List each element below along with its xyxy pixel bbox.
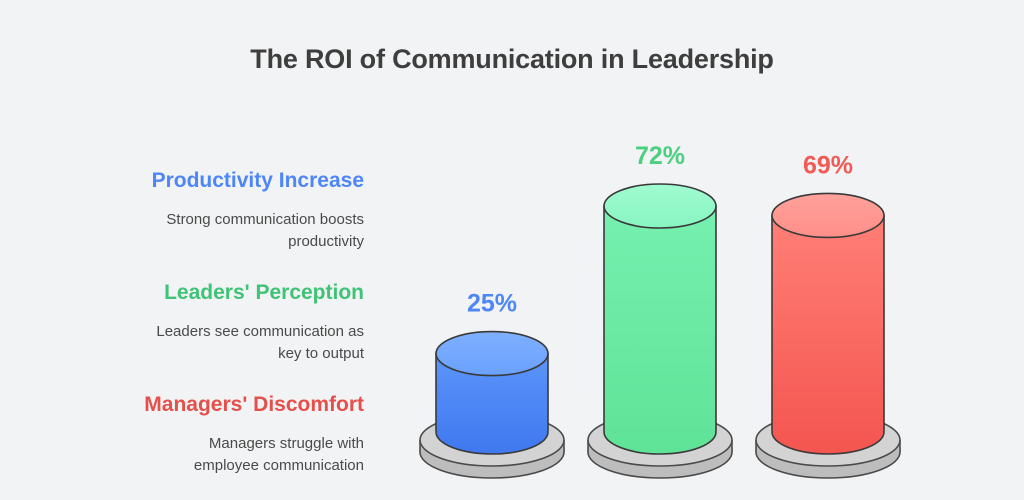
legend-description-line: key to output [278, 345, 364, 362]
legend-description-leaders: Leaders see communication as key to outp… [44, 321, 364, 365]
legend-description-productivity: Strong communication boosts productivity [44, 209, 364, 253]
legend-description-line: Managers struggle with [208, 435, 364, 452]
legend-label-managers: Managers' Discomfort [144, 393, 364, 416]
bar-managers: 69% [755, 151, 901, 479]
legend-description-line: employee communication [193, 457, 364, 474]
legend-label-leaders: Leaders' Perception [164, 281, 364, 304]
legend-description-line: Strong communication boosts [166, 211, 364, 228]
legend-item-leaders: Leaders' Perception Leaders see communic… [44, 280, 364, 365]
bars-layer: 25% 72% 69% [419, 142, 901, 479]
legend-description-line: productivity [288, 233, 364, 250]
legend-description-line: Leaders see communication as [156, 323, 364, 340]
data-label-productivity: 25% [467, 290, 517, 318]
bar-leaders: 72% [587, 142, 733, 479]
bar-top [771, 192, 885, 239]
bar-productivity: 25% [419, 290, 565, 479]
chart-title: The ROI of Communication in Leadership [250, 44, 774, 74]
legend-item-managers: Managers' Discomfort Managers struggle w… [44, 392, 364, 477]
data-label-leaders: 72% [635, 142, 685, 170]
bar-top [435, 330, 549, 377]
bar-body [435, 352, 549, 455]
legend-label-productivity: Productivity Increase [151, 169, 364, 192]
data-label-managers: 69% [803, 151, 853, 179]
bar-body [603, 205, 717, 455]
bar-top [603, 183, 717, 229]
legend-item-productivity: Productivity Increase Strong communicati… [44, 168, 364, 253]
bar-body [771, 214, 885, 455]
legend-description-managers: Managers struggle with employee communic… [44, 433, 364, 477]
